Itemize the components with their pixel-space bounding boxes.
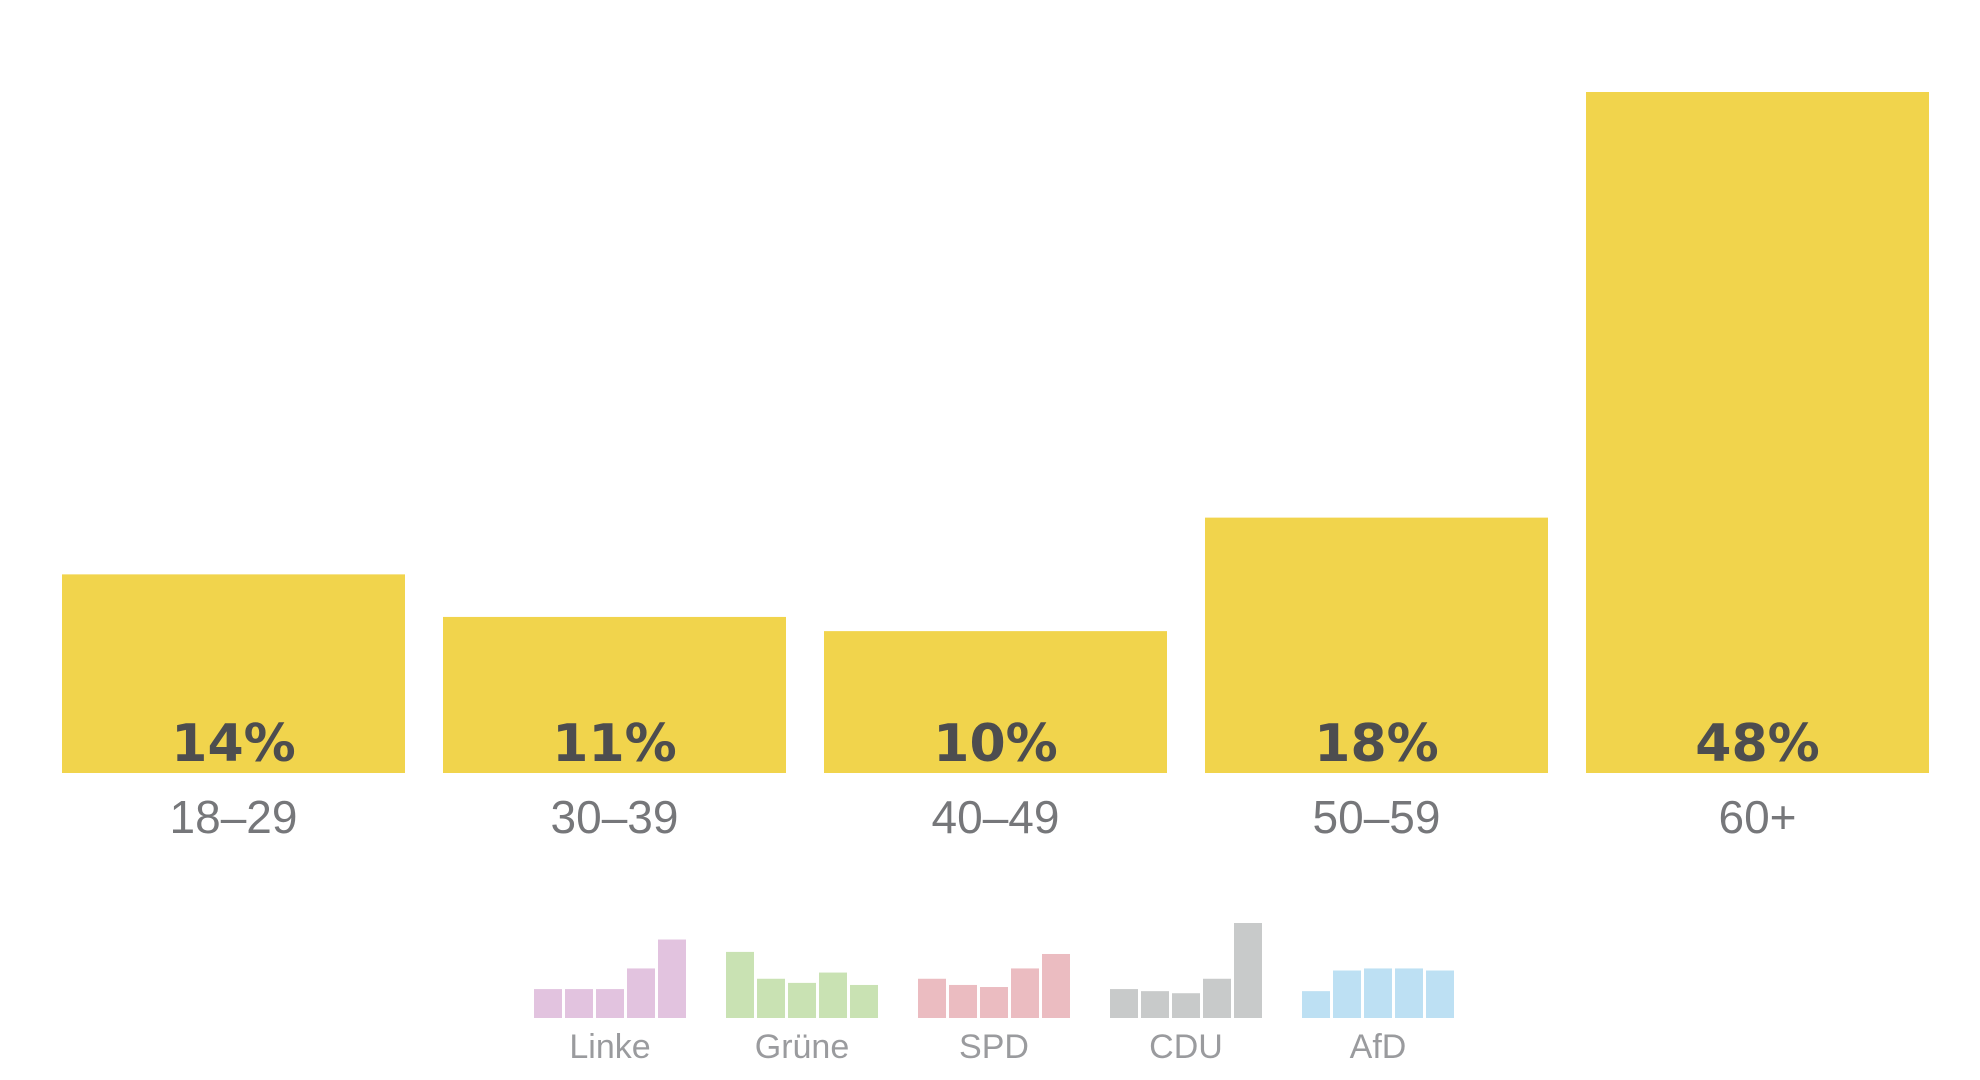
legend-spd-bar-1 xyxy=(949,984,977,1018)
legend-linke-bar-4 xyxy=(658,939,686,1018)
legend-label-afd: AfD xyxy=(1350,1028,1407,1066)
bar-0 xyxy=(62,574,405,773)
legend-spd-bar-2 xyxy=(980,987,1008,1018)
legend-afd-bar-2 xyxy=(1364,968,1392,1018)
legend-item-linke: Linke xyxy=(534,939,686,1066)
bar-3 xyxy=(1205,517,1548,773)
legend-afd-bar-0 xyxy=(1302,991,1330,1018)
legend-item-spd: SPD xyxy=(918,953,1070,1066)
legend-linke-bar-2 xyxy=(596,989,624,1018)
legend-cdu-bar-1 xyxy=(1141,991,1169,1018)
bar-value-label-3: 18% xyxy=(1314,714,1438,774)
legend-cdu-bar-0 xyxy=(1110,989,1138,1018)
legend-afd-bar-3 xyxy=(1395,968,1423,1018)
legend-grüne-bar-4 xyxy=(850,984,878,1018)
bar-value-label-2: 10% xyxy=(933,714,1057,774)
legend-spd-bar-0 xyxy=(918,978,946,1018)
legend-grüne-bar-3 xyxy=(819,972,847,1018)
category-label-3: 50–59 xyxy=(1313,791,1441,843)
legend-label-spd: SPD xyxy=(959,1028,1029,1066)
legend-item-cdu: CDU xyxy=(1110,923,1262,1066)
legend-item-grüne: Grüne xyxy=(726,951,878,1066)
legend-linke-bar-0 xyxy=(534,989,562,1018)
bar-4 xyxy=(1586,92,1929,773)
bar-1 xyxy=(443,616,786,773)
category-label-0: 18–29 xyxy=(170,791,298,843)
legend-afd-bar-1 xyxy=(1333,970,1361,1018)
bar-2 xyxy=(824,631,1167,773)
legend-spd-bar-3 xyxy=(1011,968,1039,1018)
legend-cdu-bar-3 xyxy=(1203,978,1231,1018)
legend-grüne-bar-1 xyxy=(757,978,785,1018)
legend-afd-bar-4 xyxy=(1426,970,1454,1018)
legend-label-grüne: Grüne xyxy=(755,1028,850,1066)
bars-layer: 14% 18–29 11% 30–39 10% 40–49 18% 50–59 48% 60+ xyxy=(62,92,1929,843)
legend-grüne-bar-2 xyxy=(788,982,816,1018)
category-label-2: 40–49 xyxy=(932,791,1060,843)
legend-cdu-bar-4 xyxy=(1234,923,1262,1018)
category-label-4: 60+ xyxy=(1718,791,1796,843)
legend-cdu-bar-2 xyxy=(1172,993,1200,1018)
bar-value-label-4: 48% xyxy=(1695,714,1819,774)
legend: Linke Grüne SPD CDU AfD xyxy=(534,923,1454,1066)
legend-spd-bar-4 xyxy=(1042,953,1070,1018)
legend-label-linke: Linke xyxy=(569,1028,650,1066)
legend-item-afd: AfD xyxy=(1302,968,1454,1066)
legend-linke-bar-3 xyxy=(627,968,655,1018)
legend-linke-bar-1 xyxy=(565,989,593,1018)
bar-value-label-1: 11% xyxy=(552,714,676,774)
category-label-1: 30–39 xyxy=(551,791,679,843)
legend-grüne-bar-0 xyxy=(726,951,754,1018)
legend-label-cdu: CDU xyxy=(1149,1028,1223,1066)
bar-value-label-0: 14% xyxy=(171,714,295,774)
